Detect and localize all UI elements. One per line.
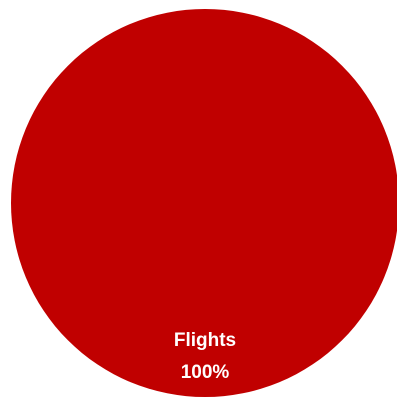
slice-label-category: Flights (174, 330, 236, 351)
pie-slice-flights (11, 9, 397, 397)
pie-slices (11, 9, 397, 397)
slice-label-percent: 100% (181, 362, 230, 383)
